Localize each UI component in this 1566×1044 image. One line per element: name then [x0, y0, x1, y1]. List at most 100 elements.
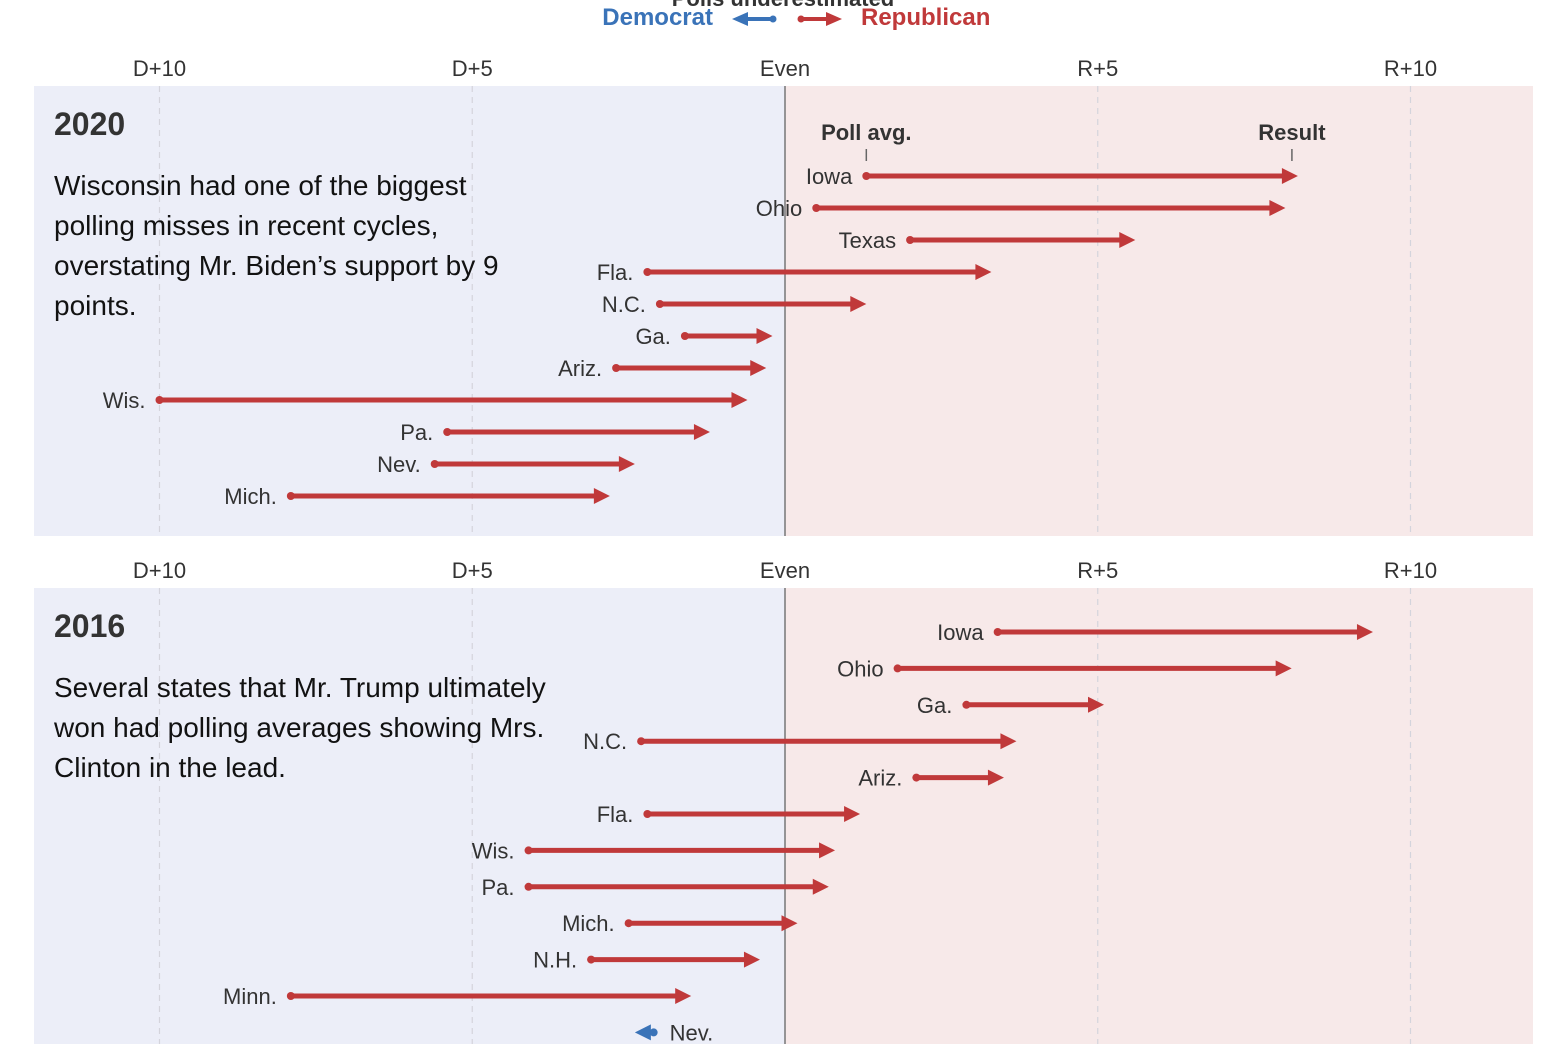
- x-tick-label: D+10: [133, 558, 186, 583]
- state-label: N.C.: [583, 729, 627, 754]
- arrow-Pa.: Pa.: [400, 420, 710, 445]
- result-arrowhead: [693, 424, 710, 440]
- poll-avg-dot: [524, 846, 533, 855]
- state-label: Texas: [839, 228, 896, 253]
- state-label: Wis.: [103, 388, 146, 413]
- arrow-N.H.: N.H.: [533, 948, 760, 973]
- result-arrowhead: [1269, 200, 1286, 216]
- state-label: Ga.: [635, 324, 670, 349]
- result-arrowhead: [819, 842, 836, 859]
- poll-avg-dot: [443, 428, 452, 436]
- result-annotation: Result: [1258, 120, 1326, 145]
- state-label: Pa.: [482, 875, 515, 900]
- result-arrowhead: [1000, 733, 1017, 750]
- arrow-Ariz.: Ariz.: [558, 356, 767, 381]
- poll-avg-dot: [155, 396, 164, 404]
- poll-avg-dot: [906, 236, 915, 244]
- arrow-Ohio: Ohio: [756, 196, 1286, 221]
- state-label: Nev.: [670, 1020, 714, 1044]
- arrow-Ohio: Ohio: [837, 656, 1292, 681]
- poll-avg-dot: [624, 919, 633, 928]
- arrow-N.C.: N.C.: [583, 729, 1017, 754]
- poll-avg-dot: [643, 810, 652, 818]
- legend-republican: Republican: [861, 4, 991, 31]
- state-label: Iowa: [937, 620, 984, 645]
- arrow-Iowa: Iowa: [806, 164, 1298, 189]
- x-tick-label: Even: [760, 56, 810, 81]
- arrow-Fla.: Fla.: [597, 260, 992, 285]
- arrow-Ga.: Ga.: [917, 693, 1105, 718]
- legend-republican-dot: [797, 15, 805, 23]
- state-label: Mich.: [562, 911, 615, 936]
- poll-avg-dot: [637, 737, 646, 746]
- result-arrowhead: [1088, 696, 1105, 713]
- state-label: Ohio: [837, 656, 883, 681]
- state-label: Pa.: [400, 420, 433, 445]
- poll-avg-dot: [430, 460, 439, 468]
- arrow-Mich.: Mich.: [224, 484, 610, 509]
- arrow-Wis.: Wis.: [472, 838, 836, 863]
- panel-description-2016: Several states that Mr. Trump ultimately…: [54, 672, 546, 783]
- panel-description-2020: Wisconsin had one of the biggest polling…: [54, 170, 499, 321]
- state-label: Ariz.: [858, 766, 902, 791]
- x-tick-label: Even: [760, 558, 810, 583]
- state-label: Ohio: [756, 196, 802, 221]
- result-arrowhead: [593, 488, 610, 504]
- state-label: Nev.: [377, 452, 421, 477]
- arrow-Ga.: Ga.: [635, 324, 773, 349]
- poll-avg-dot: [812, 204, 821, 212]
- result-arrowhead: [975, 264, 992, 280]
- poll-avg-dot: [612, 364, 621, 372]
- panel-2016: D+10 D+5 Even R+5 R+10 Iowa Ohio Ga. N.C. Ariz. Fl…: [34, 558, 1533, 1044]
- legend-republican-arrowhead: [826, 12, 842, 26]
- state-label: Mich.: [224, 484, 277, 509]
- poll-avg-dot: [680, 332, 689, 340]
- arrow-Nev.: Nev.: [634, 1020, 714, 1044]
- result-arrowhead: [750, 360, 767, 376]
- result-arrowhead: [987, 769, 1004, 786]
- arrow-N.C.: N.C.: [602, 292, 867, 317]
- arrow-Fla.: Fla.: [597, 802, 861, 827]
- x-tick-label: R+10: [1384, 558, 1437, 583]
- poll-avg-dot: [993, 628, 1002, 636]
- panel-title-2020: 2020: [54, 106, 126, 142]
- legend-democrat-arrowhead: [732, 12, 748, 26]
- result-arrowhead: [743, 951, 760, 968]
- state-label: N.C.: [602, 292, 646, 317]
- result-arrowhead: [618, 456, 635, 472]
- arrow-Ariz.: Ariz.: [858, 766, 1004, 791]
- poll-avg-dot: [962, 700, 971, 709]
- x-tick-label: D+10: [133, 56, 186, 81]
- result-arrowhead: [812, 878, 829, 895]
- legend-heading: Polls underestimated: [0, 0, 1566, 12]
- arrow-Mich.: Mich.: [562, 911, 798, 936]
- state-label: Minn.: [223, 984, 277, 1009]
- arrow-Minn.: Minn.: [223, 984, 692, 1009]
- state-label: Wis.: [472, 838, 515, 863]
- x-tick-label: R+10: [1384, 56, 1437, 81]
- poll-avg-dot: [524, 882, 533, 891]
- state-label: Fla.: [597, 260, 634, 285]
- result-arrowhead: [1281, 168, 1298, 184]
- arrow-Texas: Texas: [839, 228, 1136, 253]
- poll-avg-dot: [649, 1028, 658, 1037]
- result-arrowhead: [675, 988, 692, 1004]
- result-arrowhead: [1275, 660, 1292, 677]
- state-label: Fla.: [597, 802, 634, 827]
- state-label: Ga.: [917, 693, 952, 718]
- poll-avg-dot: [286, 492, 295, 500]
- result-arrowhead: [781, 915, 798, 932]
- poll-avg-dot: [587, 955, 596, 964]
- x-tick-label: R+5: [1077, 558, 1118, 583]
- x-tick-label: R+5: [1077, 56, 1118, 81]
- poll-avg-dot: [862, 172, 871, 180]
- result-arrowhead: [850, 296, 867, 312]
- republican-background: [785, 588, 1533, 1044]
- x-tick-label: D+5: [452, 56, 493, 81]
- panel-title-2016: 2016: [54, 608, 126, 644]
- state-label: Iowa: [806, 164, 853, 189]
- republican-background: [785, 86, 1533, 536]
- poll-avg-dot: [643, 268, 652, 276]
- legend-democrat: Democrat: [602, 4, 713, 31]
